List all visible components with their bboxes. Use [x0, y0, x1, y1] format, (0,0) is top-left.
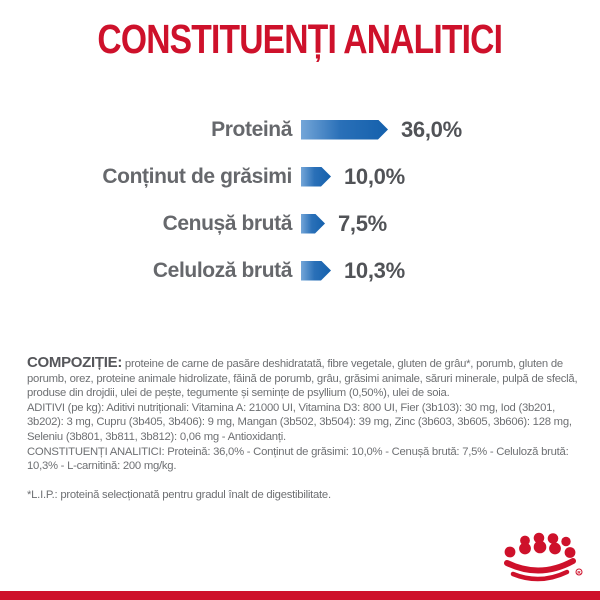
bar-arrow: [301, 120, 388, 140]
page-title: CONSTITUENȚI ANALITICI: [97, 16, 504, 62]
bar-label: Proteină: [211, 117, 292, 141]
composition-paragraph: COMPOZIȚIE: proteine de carne de pasăre …: [27, 354, 579, 401]
bar-value: 10,3%: [344, 257, 405, 283]
label-text-block: COMPOZIȚIE: proteine de carne de pasăre …: [27, 354, 579, 502]
bar-row-fibre: Celuloză brută 10,3%: [0, 247, 600, 294]
lip-footnote: *L.I.P.: proteină selecționată pentru gr…: [27, 488, 331, 501]
composition-heading: COMPOZIȚIE:: [27, 354, 123, 371]
analytical-paragraph: CONSTITUENȚI ANALITICI: Proteină: 36,0% …: [27, 445, 569, 473]
bar-value: 36,0%: [401, 116, 462, 142]
bar-row-ash: Cenușă brută 7,5%: [0, 200, 600, 247]
bar-value: 7,5%: [338, 210, 387, 236]
royal-canin-crown-icon: R: [504, 532, 583, 582]
bottom-red-divider: [0, 591, 600, 600]
bar-value: 10,0%: [344, 163, 405, 189]
bar-label: Cenușă brută: [162, 211, 293, 235]
bar-label: Celuloză brută: [152, 258, 292, 282]
bar-arrow: [301, 261, 331, 281]
bar-row-protein: Proteină 36,0%: [0, 106, 600, 153]
composition-text: proteine de carne de pasăre deshidratată…: [27, 358, 578, 400]
bar-label: Conținut de grăsimi: [102, 164, 292, 188]
analytical-constituents-chart: Proteină 36,0% Conținut de grăsimi 10,0%…: [0, 106, 600, 294]
bar-arrow: [301, 214, 325, 234]
svg-text:R: R: [577, 570, 581, 575]
bar-arrow: [301, 167, 331, 187]
additives-paragraph: ADITIVI (pe kg): Aditivi nutriționali: V…: [27, 401, 572, 443]
bar-row-fat: Conținut de grăsimi 10,0%: [0, 153, 600, 200]
